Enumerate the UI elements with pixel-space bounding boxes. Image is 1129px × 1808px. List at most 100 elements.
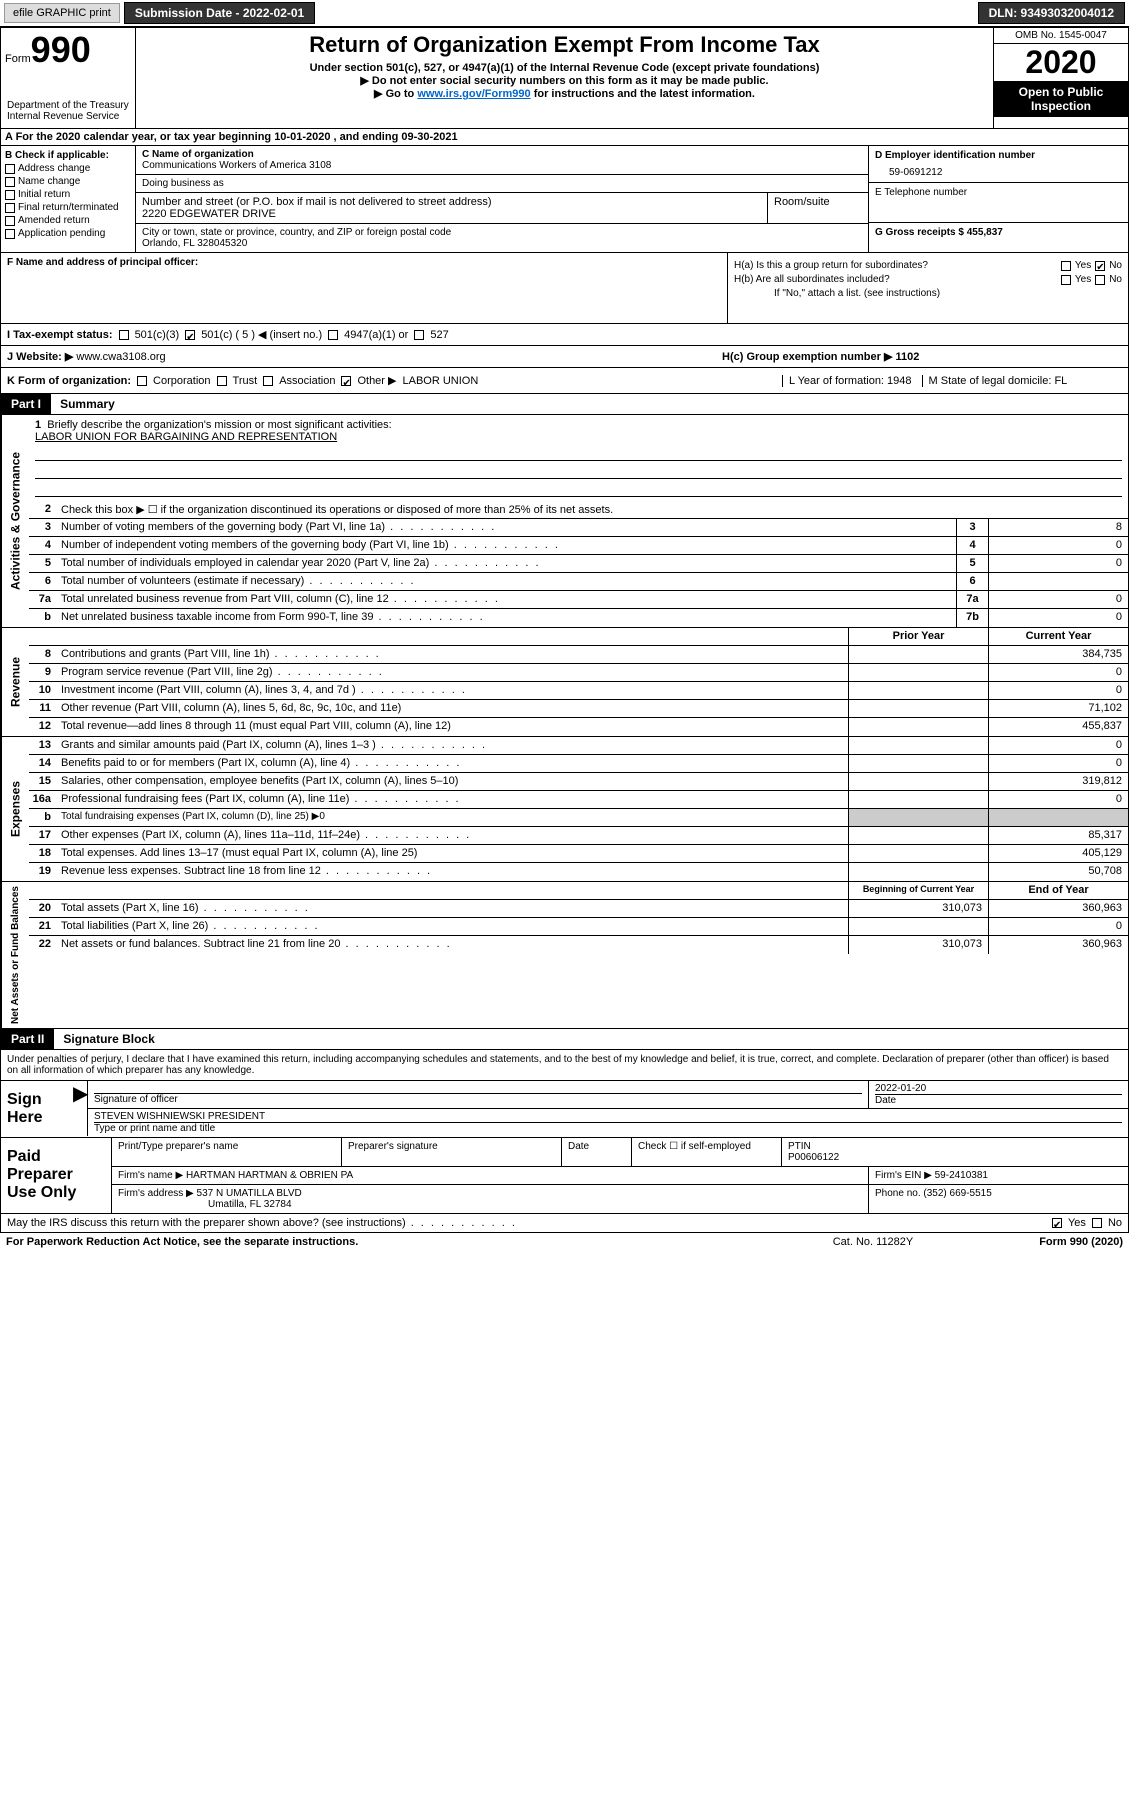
line-no: 20 [29,900,57,917]
current-value: 405,129 [988,845,1128,862]
line-14: 14Benefits paid to or for members (Part … [29,755,1128,773]
checkbox-checked-icon[interactable] [1095,261,1105,271]
checkbox-icon[interactable] [119,330,129,340]
line-text: Professional fundraising fees (Part IX, … [57,791,848,808]
checkbox-icon[interactable] [137,376,147,386]
checkbox-icon[interactable] [1061,261,1071,271]
line-20: 20Total assets (Part X, line 16)310,0733… [29,900,1128,918]
checkbox-icon[interactable] [1092,1218,1102,1228]
current-value-gray [988,809,1128,826]
trust-label: Trust [233,375,258,387]
blank-line [35,445,1122,461]
net-content: Beginning of Current YearEnd of Year 20T… [29,882,1128,1028]
end-value: 360,963 [988,900,1128,917]
spacer [57,882,848,899]
line-1: 1 Briefly describe the organization's mi… [29,415,1128,501]
h-a-row: H(a) Is this a group return for subordin… [734,260,1122,271]
col-d-e-g: D Employer identification number 59-0691… [868,146,1128,252]
firm-ein: 59-2410381 [935,1170,988,1181]
addr-label: Firm's address ▶ [118,1188,194,1199]
chk-address[interactable]: Address change [5,163,131,174]
line-no: 5 [29,555,57,572]
header-row: Form990 Department of the Treasury Inter… [0,27,1129,129]
omb-number: OMB No. 1545-0047 [994,28,1128,44]
chk-application[interactable]: Application pending [5,228,131,239]
street-row: Number and street (or P.O. box if mail i… [136,193,868,224]
sig-date-cell: 2022-01-20 Date [868,1081,1128,1108]
form-number: 990 [31,29,91,70]
form-note2: ▶ Go to www.irs.gov/Form990 for instruct… [144,87,985,100]
line-no: 18 [29,845,57,862]
hb-label: H(b) Are all subordinates included? [734,274,1057,285]
chk-final[interactable]: Final return/terminated [5,202,131,213]
line-text: Total expenses. Add lines 13–17 (must eq… [57,845,848,862]
line-no: 11 [29,700,57,717]
firm-name: HARTMAN HARTMAN & OBRIEN PA [186,1170,353,1181]
527-label: 527 [430,329,448,341]
chk-name[interactable]: Name change [5,176,131,187]
phone-value: (352) 669-5515 [923,1188,991,1199]
year-text: 2020 [1025,44,1096,80]
row-a-tax-year: A For the 2020 calendar year, or tax yea… [0,129,1129,146]
line-ref: 5 [956,555,988,572]
prep-name-hdr: Print/Type preparer's name [111,1138,341,1166]
exp-content: 13Grants and similar amounts paid (Part … [29,737,1128,881]
part2-badge: Part II [1,1029,54,1049]
chk-amended[interactable]: Amended return [5,215,131,226]
form990-link[interactable]: www.irs.gov/Form990 [417,88,530,100]
org-name: Communications Workers of America 3108 [142,160,862,171]
tax-year: 2020 [994,44,1128,81]
line-no: 3 [29,519,57,536]
4947-label: 4947(a)(1) or [344,329,408,341]
corp-label: Corporation [153,375,210,387]
line-17: 17Other expenses (Part IX, column (A), l… [29,827,1128,845]
prior-value [848,791,988,808]
checkbox-icon [5,229,15,239]
current-value: 71,102 [988,700,1128,717]
end-value: 0 [988,918,1128,935]
checkbox-icon[interactable] [328,330,338,340]
year: 2020 [1095,1236,1119,1248]
firm-label: Firm's name ▶ [118,1170,183,1181]
checkbox-checked-icon[interactable] [1052,1218,1062,1228]
submission-date[interactable]: Submission Date - 2022-02-01 [124,2,315,24]
firm-addr-cell: Firm's address ▶ 537 N UMATILLA BLVD Uma… [111,1185,868,1213]
checkbox-icon[interactable] [217,376,227,386]
line-no: 2 [29,501,57,518]
part2-title: Signature Block [57,1029,160,1049]
prior-value [848,755,988,772]
current-value: 384,735 [988,646,1128,663]
dba-label: Doing business as [142,178,862,189]
chk-label: Address change [18,163,90,174]
net-side-label: Net Assets or Fund Balances [1,882,29,1028]
prior-value [848,682,988,699]
checkbox-icon[interactable] [1061,275,1071,285]
prior-value [848,737,988,754]
chk-label: Amended return [18,215,90,226]
beginning-value: 310,073 [848,936,988,954]
ha-label: H(a) Is this a group return for subordin… [734,260,1057,271]
gov-side-label: Activities & Governance [1,415,29,627]
checkbox-checked-icon[interactable] [341,376,351,386]
line-no: 22 [29,936,57,954]
chk-initial[interactable]: Initial return [5,189,131,200]
city-cell: City or town, state or province, country… [136,224,868,252]
line-15: 15Salaries, other compensation, employee… [29,773,1128,791]
addr1: 537 N UMATILLA BLVD [197,1188,302,1199]
sig-date-label: Date [875,1094,1122,1106]
firm-ein-cell: Firm's EIN ▶ 59-2410381 [868,1167,1128,1184]
line-text: Other revenue (Part VIII, column (A), li… [57,700,848,717]
line-no: 10 [29,682,57,699]
checkbox-icon[interactable] [414,330,424,340]
line-no: 21 [29,918,57,935]
principal-officer: F Name and address of principal officer: [1,253,728,323]
checkbox-icon[interactable] [1095,275,1105,285]
line-text: Total revenue—add lines 8 through 11 (mu… [57,718,848,736]
line-2: 2Check this box ▶ ☐ if the organization … [29,501,1128,519]
line-value: 0 [988,609,1128,627]
checkbox-icon[interactable] [263,376,273,386]
street-value: 2220 EDGEWATER DRIVE [142,208,761,220]
footer-right: Form 990 (2020) [973,1236,1123,1248]
checkbox-checked-icon[interactable] [185,330,195,340]
ptin-hdr: PTIN [788,1141,1122,1152]
